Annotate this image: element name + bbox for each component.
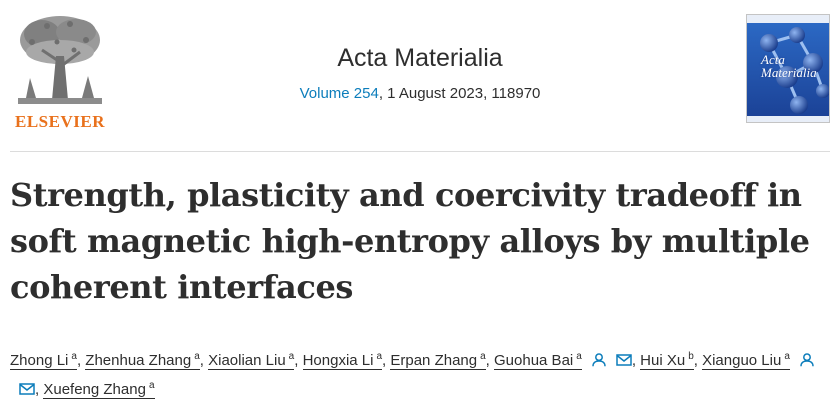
author-name-link[interactable]: Xiaolian Liu a xyxy=(208,351,295,370)
author-name-link[interactable]: Hui Xu b xyxy=(640,351,694,370)
journal-title[interactable]: Acta Materialia xyxy=(337,44,503,72)
author-item: Xiaolian Liu a, xyxy=(208,352,302,370)
affiliation-marker[interactable]: b xyxy=(688,351,694,362)
affiliation-marker[interactable]: a xyxy=(784,351,790,362)
author-item: Zhong Li a, xyxy=(10,352,85,370)
issue-details: , 1 August 2023, 118970 xyxy=(378,85,541,102)
volume-link[interactable]: Volume 254 xyxy=(299,85,379,102)
author-item: Guohua Bai a, xyxy=(494,351,641,370)
header-divider xyxy=(10,151,830,152)
author-separator: , xyxy=(76,352,86,369)
author-list: Zhong Li a, Zhenhua Zhang a, Xiaolian Liu a… xyxy=(10,346,830,404)
author-name-link[interactable]: Xuefeng Zhang a xyxy=(43,380,155,399)
author-separator: , xyxy=(199,352,209,369)
author-name-link[interactable]: Xianguo Liu a xyxy=(702,351,790,370)
author-item: Xuefeng Zhang a xyxy=(43,380,155,399)
cover-title: Acta Materialia xyxy=(761,52,817,80)
author-separator: , xyxy=(485,352,495,369)
issue-info: Volume 254, 1 August 2023, 118970 xyxy=(200,84,640,104)
author-separator: , xyxy=(294,352,303,369)
affiliation-marker[interactable]: a xyxy=(376,351,383,362)
affiliation-marker[interactable]: a xyxy=(576,351,582,362)
author-name-link[interactable]: Hongxia Li a xyxy=(302,351,383,370)
author-item: Hui Xu b, xyxy=(640,352,702,370)
article-title: Strength, plasticity and coercivity trad… xyxy=(10,176,810,306)
author-item: Hongxia Li a, xyxy=(302,351,391,370)
affiliation-marker[interactable]: a xyxy=(194,351,200,362)
author-name-link[interactable]: Zhenhua Zhang a xyxy=(85,351,200,370)
person-icon[interactable] xyxy=(591,348,607,367)
author-item: Xianguo Liu a, xyxy=(10,352,815,398)
author-separator: , xyxy=(35,381,44,398)
email-icon[interactable] xyxy=(616,348,632,366)
person-icon[interactable] xyxy=(799,348,815,367)
author-item: Erpan Zhang a, xyxy=(390,352,494,370)
author-separator: , xyxy=(693,352,703,369)
email-icon[interactable] xyxy=(19,377,35,395)
affiliation-marker[interactable]: a xyxy=(480,351,486,362)
author-separator: , xyxy=(631,352,641,369)
author-item: Zhenhua Zhang a, xyxy=(85,352,208,370)
affiliation-marker[interactable]: a xyxy=(288,351,295,362)
author-name-link[interactable]: Erpan Zhang a xyxy=(390,351,486,370)
journal-header: Acta Materialia Volume 254, 1 August 202… xyxy=(200,42,640,104)
elsevier-logo[interactable]: ELSEVIER xyxy=(10,12,110,132)
journal-cover-image[interactable]: Acta Materialia xyxy=(746,14,830,123)
elsevier-wordmark: ELSEVIER xyxy=(15,112,105,131)
affiliation-marker[interactable]: a xyxy=(71,351,77,362)
affiliation-marker[interactable]: a xyxy=(148,380,155,391)
elsevier-tree-icon xyxy=(12,12,108,108)
author-name-link[interactable]: Zhong Li a xyxy=(10,351,77,370)
cover-art xyxy=(747,15,829,122)
author-name-link[interactable]: Guohua Bai a xyxy=(494,351,582,370)
author-separator: , xyxy=(382,352,391,369)
